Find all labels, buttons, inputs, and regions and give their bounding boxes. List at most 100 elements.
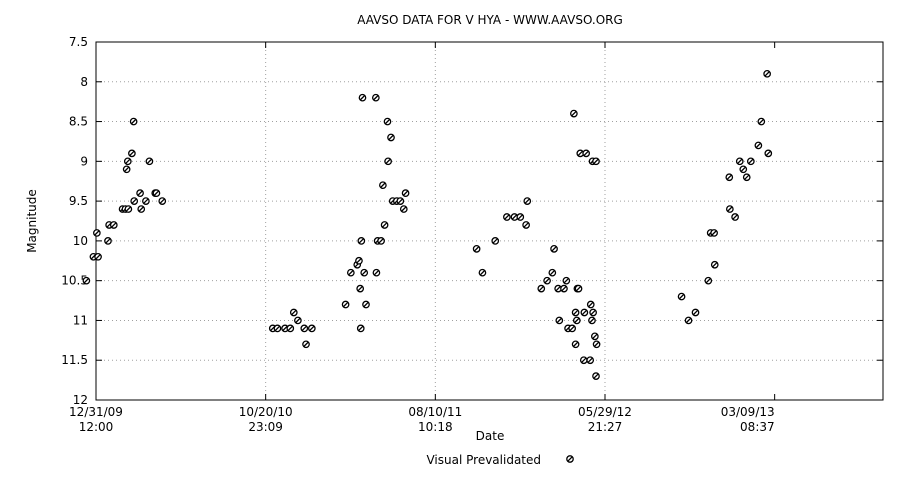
data-point (503, 213, 511, 221)
data-point (82, 276, 91, 285)
legend: Visual Prevalidated (426, 453, 574, 467)
data-point (356, 284, 365, 293)
data-point (302, 340, 310, 349)
x-tick-label-time: 21:27 (588, 420, 623, 434)
data-point (589, 308, 597, 317)
data-point (137, 205, 146, 213)
data-point (742, 173, 751, 182)
data-point (522, 221, 530, 229)
data-point (491, 237, 500, 245)
data-point (129, 117, 138, 126)
data-point (586, 356, 595, 365)
data-point (704, 276, 713, 285)
data-point (145, 157, 154, 166)
x-axis-label: Date (476, 429, 505, 443)
data-point (380, 221, 389, 229)
data-point (677, 292, 686, 301)
y-tick-label: 11 (73, 313, 88, 327)
data-point (684, 316, 693, 325)
data-point (300, 324, 309, 333)
data-point (93, 229, 101, 237)
data-point (548, 268, 557, 277)
x-tick-label-date: 12/31/09 (69, 405, 123, 419)
data-point (764, 149, 773, 158)
data-point (588, 316, 596, 325)
data-point (580, 308, 589, 317)
data-point (550, 244, 558, 253)
data-point (570, 109, 578, 118)
x-tick-label-date: 05/29/12 (578, 405, 632, 419)
data-point (360, 268, 369, 277)
x-tick-label-time: 12:00 (79, 420, 114, 434)
x-tick-label-time: 08:37 (740, 420, 775, 434)
data-point (346, 268, 355, 277)
x-tick-label-date: 03/09/13 (721, 405, 775, 419)
tick-layer (95, 41, 883, 401)
data-point (572, 316, 581, 325)
data-point (510, 213, 519, 221)
data-point (358, 93, 367, 102)
data-point (574, 284, 583, 293)
data-point (109, 221, 118, 229)
data-point (739, 165, 748, 174)
data-point (294, 316, 302, 325)
data-point (554, 284, 563, 293)
data-point (735, 157, 744, 166)
data-point (516, 213, 525, 221)
data-point (472, 244, 481, 253)
legend-marker-symbol (566, 455, 574, 463)
legend-marker (566, 455, 574, 463)
data-point (754, 141, 763, 150)
data-point (399, 205, 408, 213)
data-point (710, 260, 719, 269)
y-axis-label: Magnitude (25, 189, 39, 253)
data-point (691, 308, 700, 317)
y-tick-label: 11.5 (61, 353, 88, 367)
data-point (592, 340, 601, 349)
data-point (592, 157, 600, 166)
y-tick-label: 10 (73, 234, 88, 248)
data-point (555, 316, 564, 325)
x-tick-label-date: 10/20/10 (239, 405, 293, 419)
y-tick-label: 8.5 (69, 115, 88, 129)
data-point (579, 356, 588, 365)
data-point (401, 189, 410, 198)
data-point (122, 165, 131, 174)
data-point (130, 197, 139, 205)
data-point (158, 197, 167, 205)
data-point (757, 117, 766, 126)
data-point (571, 308, 580, 317)
data-point (356, 324, 365, 333)
data-point (383, 117, 392, 126)
y-tick-label: 7.5 (69, 35, 88, 49)
data-point (591, 332, 599, 341)
data-point (582, 149, 591, 158)
data-point (560, 284, 568, 293)
chart-title: AAVSO DATA FOR V HYA - WWW.AAVSO.ORG (357, 13, 623, 27)
points-layer (82, 69, 773, 380)
data-point (523, 197, 532, 205)
data-point (273, 324, 282, 333)
data-point (571, 340, 580, 349)
data-point (725, 173, 734, 182)
data-point (379, 181, 387, 190)
data-point (152, 189, 161, 198)
data-point (136, 189, 144, 198)
x-tick-label-time: 23:09 (248, 420, 283, 434)
data-point (124, 205, 133, 213)
x-tick-label-date: 08/10/11 (408, 405, 462, 419)
data-point (341, 300, 350, 309)
y-tick-label: 10.5 (61, 274, 88, 288)
data-point (286, 324, 295, 333)
y-tick-label: 12 (73, 393, 88, 407)
data-point (362, 300, 370, 309)
data-point (357, 237, 366, 245)
data-point (307, 324, 316, 333)
data-point (396, 197, 405, 205)
data-point (746, 157, 755, 166)
data-point (592, 372, 600, 380)
data-point (372, 268, 381, 277)
legend-label: Visual Prevalidated (426, 453, 541, 467)
data-point (377, 237, 385, 245)
